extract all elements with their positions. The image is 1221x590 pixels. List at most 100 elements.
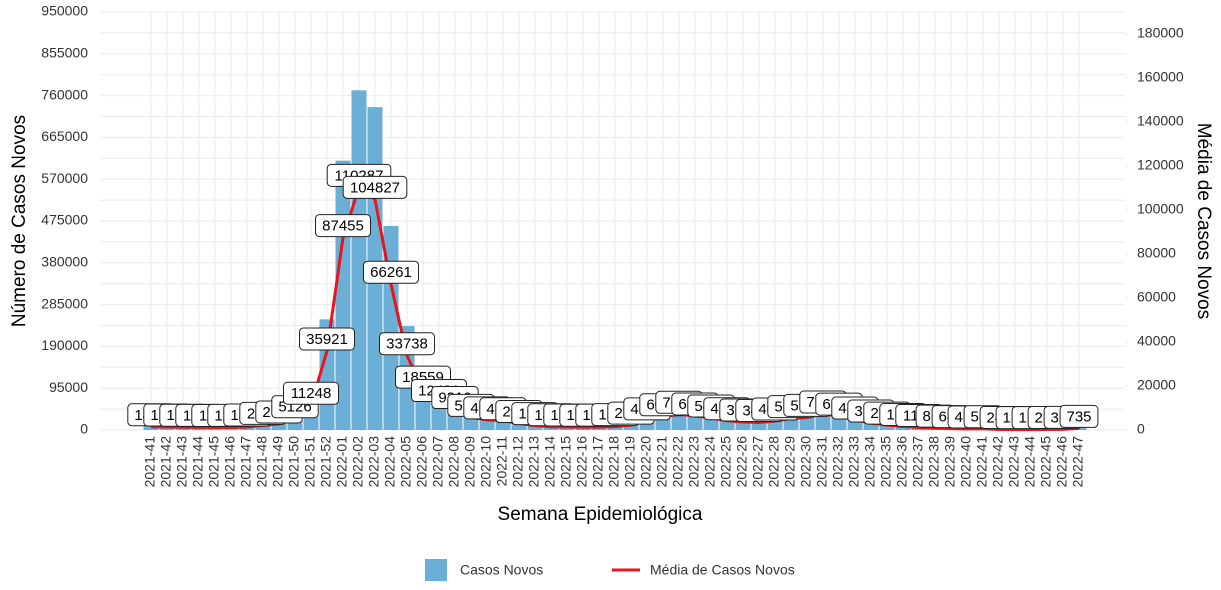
y-tick-label: 760000 [41,86,88,102]
x-tick-label: 2022-44 [1022,436,1038,488]
x-tick-label: 2022-47 [1070,436,1086,488]
x-tick-label: 2022-46 [1054,436,1070,488]
data-label: 87455 [316,215,371,237]
x-tick-label: 2022-14 [542,436,558,488]
y-tick-label: 855000 [41,45,88,61]
data-label-text: 11248 [291,385,332,402]
x-tick-label: 2022-27 [750,436,766,488]
x-tick-label: 2022-32 [830,436,846,488]
y2-tick-label: 20000 [1137,377,1176,393]
x-tick-label: 2022-26 [734,436,750,488]
x-tick-label: 2022-45 [1038,436,1054,488]
y2-tick-label: 180000 [1137,25,1184,41]
x-tick-label: 2021-43 [174,436,190,488]
data-label-text: 35921 [306,331,348,348]
y-tick-label: 0 [80,421,88,437]
grid [100,12,1125,430]
x-tick-label: 2022-25 [718,436,734,488]
y2-tick-label: 0 [1137,421,1145,437]
x-axis-title: Semana Epidemiológica [498,504,703,525]
x-tick-label: 2022-34 [862,436,878,488]
data-label: 11248 [284,382,339,404]
x-tick-label: 2022-39 [942,436,958,488]
x-tick-label: 2022-19 [622,436,638,488]
y2-axis-title: Média de Casos Novos [1193,123,1214,319]
x-tick-label: 2021-49 [270,436,286,488]
x-tick-label: 2022-43 [1006,436,1022,488]
x-tick-label: 2021-47 [238,436,254,488]
y-tick-label: 190000 [41,337,88,353]
x-tick-label: 2022-28 [766,436,782,488]
y2-tick-label: 140000 [1137,113,1184,129]
x-tick-label: 2022-17 [590,436,606,488]
x-tick-label: 2022-11 [494,436,510,487]
data-label-text: 66261 [370,264,412,281]
x-tick-label: 2022-07 [430,436,446,488]
x-tick-label: 2022-36 [894,436,910,488]
x-tick-label: 2022-42 [990,436,1006,488]
x-tick-label: 2022-02 [350,436,366,488]
x-tick-label: 2022-05 [398,436,414,488]
x-tick-label: 2022-38 [926,436,942,488]
x-tick-label: 2022-31 [814,436,830,488]
x-tick-label: 2022-15 [558,436,574,488]
x-tick-label: 2022-20 [638,436,654,488]
x-tick-label: 2021-42 [158,436,174,488]
data-label: 35921 [300,328,355,350]
y-tick-label: 285000 [41,295,88,311]
x-tick-label: 2022-30 [798,436,814,488]
data-label-text: 87455 [322,218,364,235]
x-tick-label: 2021-51 [302,436,318,488]
legend-label: Média de Casos Novos [650,562,795,578]
data-label: 33738 [380,333,435,355]
y2-tick-label: 60000 [1137,289,1176,305]
y-tick-label: 380000 [41,254,88,270]
data-label: 104827 [343,176,407,198]
x-tick-label: 2022-21 [654,436,670,488]
x-tick-label: 2021-44 [190,436,206,488]
x-tick-label: 2022-01 [334,436,350,488]
y-tick-label: 950000 [41,3,88,19]
y-tick-label: 475000 [41,212,88,228]
x-tick-label: 2021-52 [318,436,334,488]
y2-tick-label: 40000 [1137,333,1176,349]
x-tick-label: 2021-45 [206,436,222,488]
x-tick-label: 2022-33 [846,436,862,488]
y-tick-label: 95000 [49,379,88,395]
y2-tick-label: 120000 [1137,157,1184,173]
bar [352,90,367,430]
x-tick-label: 2021-46 [222,436,238,488]
data-label-text: 735 [1066,408,1091,425]
data-label: 735 [1060,405,1098,427]
x-tick-label: 2022-37 [910,436,926,488]
legend-label: Casos Novos [460,562,543,578]
x-tick-label: 2022-18 [606,436,622,488]
x-tick-label: 2022-40 [958,436,974,488]
x-tick-label: 2021-41 [142,436,158,488]
data-label: 66261 [364,261,419,283]
x-tick-label: 2021-48 [254,436,270,488]
y-axis-title: Número de Casos Novos [9,115,30,327]
data-label-text: 33738 [386,336,428,353]
x-tick-label: 2022-08 [446,436,462,488]
x-tick-label: 2022-29 [782,436,798,488]
y2-tick-label: 100000 [1137,201,1184,217]
x-tick-label: 2022-35 [878,436,894,488]
x-tick-label: 2022-41 [974,436,990,488]
x-tick-label: 2022-09 [462,436,478,488]
x-tick-label: 2022-06 [414,436,430,488]
data-label-text: 104827 [350,179,400,196]
y2-tick-label: 80000 [1137,245,1176,261]
x-tick-label: 2022-13 [526,436,542,488]
x-tick-label: 2022-22 [670,436,686,488]
x-tick-label: 2022-10 [478,436,494,488]
x-tick-label: 2022-12 [510,436,526,488]
x-tick-label: 2022-24 [702,436,718,488]
y-tick-label: 570000 [41,170,88,186]
x-tick-label: 2022-23 [686,436,702,488]
legend-swatch [425,559,447,581]
x-tick-label: 2022-04 [382,436,398,488]
y-tick-label: 665000 [41,128,88,144]
x-tick-label: 2022-16 [574,436,590,488]
